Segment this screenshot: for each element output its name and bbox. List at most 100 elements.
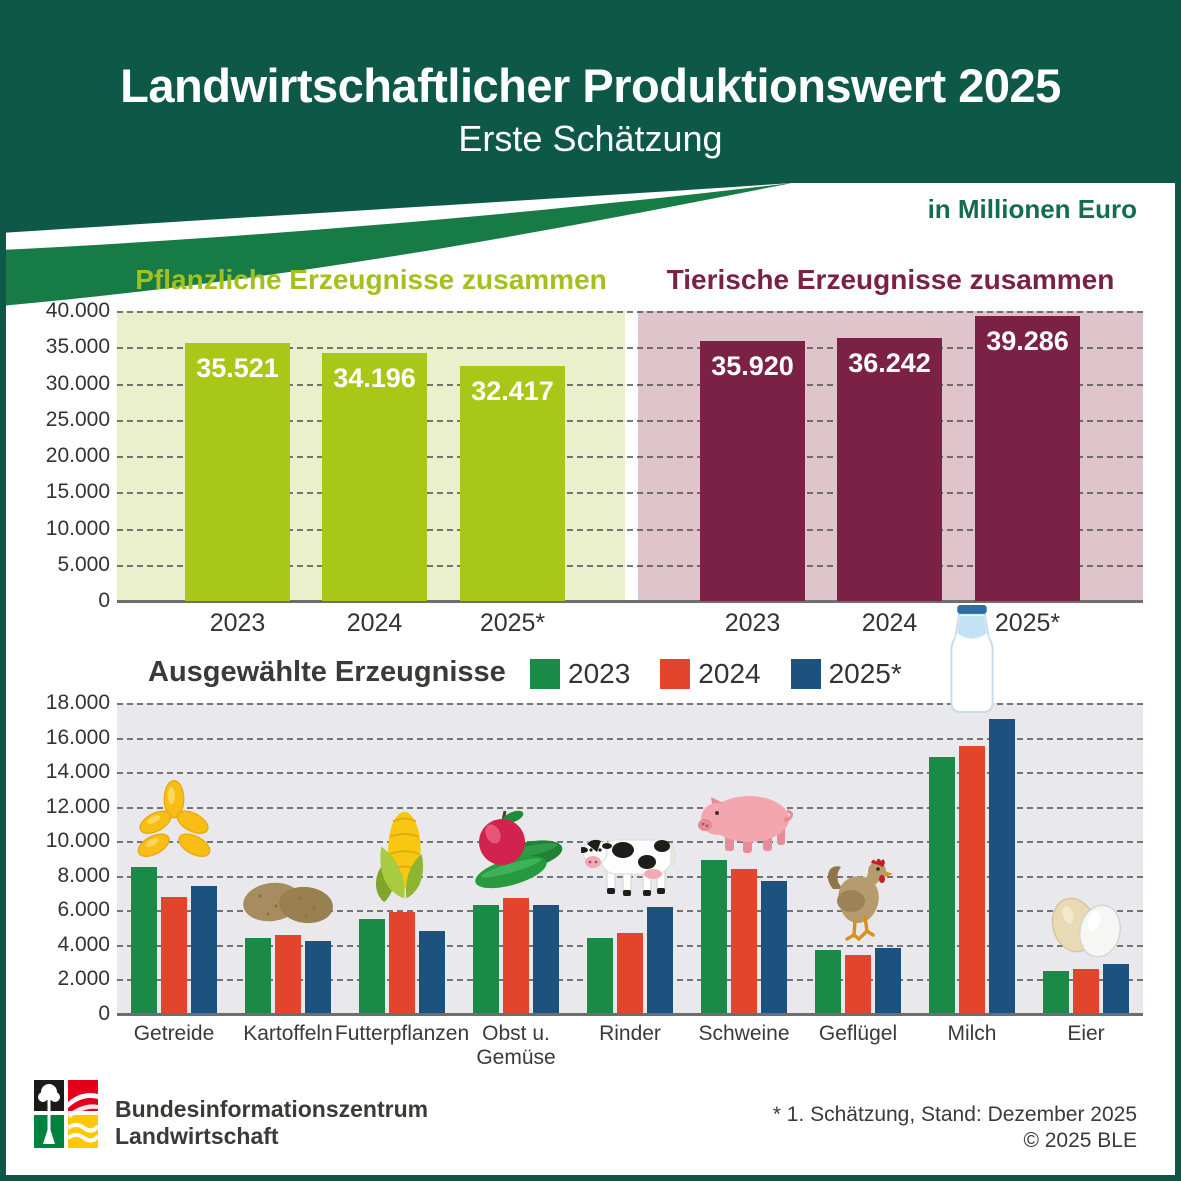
corn-icon [375,811,424,903]
y-tick-label: 10.000 [45,829,110,853]
value-bar [989,718,1015,1014]
value-bar: 39.286 [975,316,1080,601]
milk-bottle-icon [950,604,994,713]
page-title: Landwirtschaftlicher Produktionswert 202… [120,59,1061,112]
value-bar: 35.920 [700,340,805,601]
gridline [117,910,1143,913]
bottom-y-axis: 18.000 16.000 14.000 12.000 10.000 8.000 6.000… [6,691,110,1025]
y-tick-label: 5.000 [57,552,110,576]
value-bar [761,880,787,1014]
value-bar: 32.417 [460,365,565,601]
bar-value-label: 34.196 [333,363,416,394]
group-gefluegel: Geflügel [801,703,915,1045]
y-tick-label: 20.000 [45,444,110,467]
animal-chart-title: Tierische Erzeugnisse zusammen [666,264,1115,295]
y-tick-label: 25.000 [45,407,110,431]
legend-swatch [660,659,691,689]
value-bar [647,906,673,1014]
value-bar [533,905,559,1014]
x-tick-label: 2023 [724,609,781,637]
value-bar [305,941,331,1014]
top-x-axis: 2023 2024 2025* 2023 2024 2025* [6,609,1175,639]
x-tick-label: 2025* [994,609,1061,637]
bar-group [687,860,801,1014]
group-eier: Eier [1029,703,1143,1045]
x-tick-label: 2023 [209,609,266,637]
top-chart-plot: 35.521 34.196 32.417 35.920 36.242 39.286 [117,311,1143,603]
value-bar [731,868,757,1014]
value-bar [587,937,613,1014]
y-tick-label: 15.000 [45,480,110,504]
chicken-icon [827,859,893,942]
group-kartoffeln: Kartoffeln [231,703,345,1045]
bar-value-label: 35.920 [711,350,794,381]
top-x-axis-line [117,600,1143,603]
gridline [117,419,1143,422]
pig-icon [698,796,793,854]
org-line2: Landwirtschaft [115,1123,279,1149]
legend-swatch [530,659,560,689]
y-tick-label: 0 [98,1002,110,1025]
value-bar [815,950,841,1014]
group-obst-gemuese: Obst u. Gemüse [459,703,573,1069]
legend-item: 2025* [790,658,902,690]
group-schweine: Schweine [687,703,801,1045]
bar-group [231,934,345,1014]
value-bar [245,937,271,1014]
estimate-note: * 1. Schätzung, Stand: Dezember 2025 [772,1103,1137,1126]
plant-chart-title: Pflanzliche Erzeugnisse zusammen [135,264,607,295]
y-tick-label: 35.000 [45,335,110,359]
group-futterpflanzen: Futterpflanzen [335,703,469,1045]
value-bar [419,931,445,1014]
gridline [117,564,1143,567]
eggs-icon [1051,897,1122,958]
value-bar: 34.196 [322,353,427,601]
gridline [117,528,1143,531]
value-bar [503,898,529,1014]
value-bar [617,932,643,1014]
legend-swatch [790,659,821,689]
value-bar [701,860,727,1014]
bar-group [573,906,687,1014]
legend-item: 2023 [530,658,630,690]
y-tick-label: 40.000 [45,299,110,322]
y-tick-label: 30.000 [45,371,110,395]
group-getreide: Getreide [117,703,231,1045]
bar-value-label: 35.521 [196,353,279,384]
page-subtitle: Erste Schätzung [458,118,723,159]
top-y-axis: 40.000 35.000 30.000 25.000 20.000 15.000 10.0… [6,299,110,612]
bar-group [915,718,1029,1014]
gridline [117,492,1143,495]
unit-note: in Millionen Euro [927,194,1137,224]
category-label: Rinder [599,1022,661,1045]
category-label: Schweine [698,1022,790,1045]
y-tick-label: 18.000 [45,691,110,714]
y-tick-label: 10.000 [45,516,110,540]
value-bar [845,955,871,1014]
copyright: © 2025 BLE [1023,1129,1137,1152]
value-bar [389,912,415,1014]
gridline [117,806,1143,809]
value-bar [473,905,499,1014]
bottom-x-axis-line [117,1013,1143,1016]
value-bar [275,934,301,1014]
legend-item: 2024 [660,658,761,690]
legend-label: 2025* [828,658,902,689]
ble-logo [34,1080,98,1148]
bar-group [801,948,915,1014]
y-tick-label: 8.000 [57,863,110,887]
value-bar: 36.242 [837,338,942,601]
bottom-groups: Getreide Kartoffeln [117,604,1143,1069]
legend: 2023 2024 2025* [530,658,902,690]
bar-value-label: 39.286 [986,326,1069,357]
y-tick-label: 4.000 [57,932,110,956]
value-bar [161,896,187,1014]
gridline [117,311,1143,313]
gridline [117,772,1143,775]
value-bar [1043,970,1069,1014]
bar-group [117,867,231,1014]
gridline [117,383,1143,386]
footnote: * 1. Schätzung, Stand: Dezember 2025 © 2… [773,1102,1137,1154]
value-bar [131,867,157,1014]
